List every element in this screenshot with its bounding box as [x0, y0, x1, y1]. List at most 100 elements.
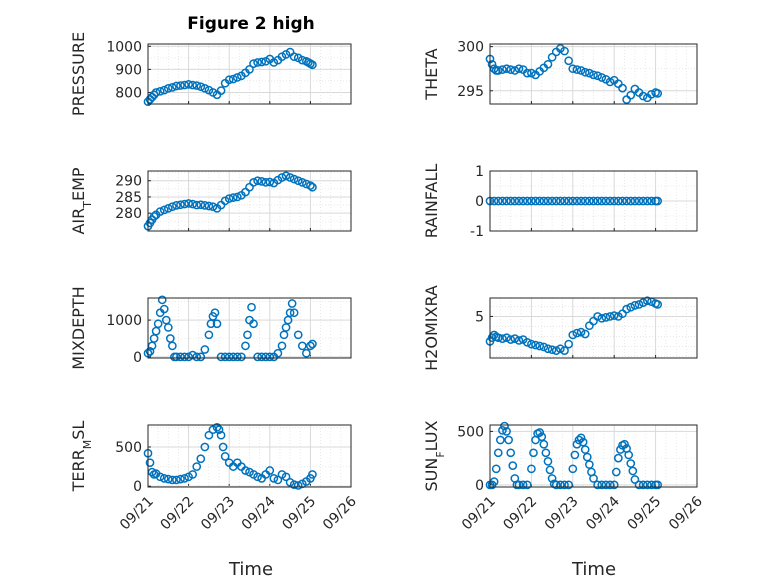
data-point [510, 66, 520, 75]
data-point [210, 308, 220, 318]
y-tick-label: 900 [115, 62, 142, 78]
data-point [514, 196, 524, 206]
data-point [200, 345, 210, 354]
data-point [493, 196, 503, 206]
data-point [176, 81, 185, 90]
data-point [180, 199, 189, 209]
data-point [184, 80, 193, 89]
axes-frame [489, 43, 698, 105]
data-point [605, 480, 615, 490]
data-point [605, 77, 615, 87]
data-point [487, 59, 497, 69]
data-point [289, 52, 299, 62]
data-point [539, 196, 549, 206]
data-point [216, 352, 226, 362]
data-point [576, 433, 586, 443]
data-point [224, 352, 234, 362]
data-point [176, 474, 185, 484]
data-point [527, 464, 536, 474]
data-point [613, 196, 623, 206]
data-point [500, 421, 509, 431]
data-point [159, 304, 169, 314]
axes-frame [147, 170, 352, 232]
data-point [308, 339, 317, 349]
data-point [297, 178, 307, 187]
data-point [496, 435, 505, 445]
data-point [543, 456, 553, 466]
data-point [245, 65, 254, 74]
data-point [253, 176, 262, 186]
axes-frame [147, 43, 352, 105]
data-point [541, 448, 551, 458]
x-tick-label: 09/23 [542, 494, 582, 534]
y-axis-label: H2OMIXRA [422, 285, 441, 371]
data-point [176, 200, 185, 210]
data-point [273, 475, 283, 485]
y-tick-label: 295 [457, 84, 484, 100]
data-point [611, 467, 621, 477]
data-point [285, 173, 295, 182]
data-point [184, 199, 193, 208]
data-point [200, 442, 210, 452]
axes-terr-msl: 09/21 09/22 09/23 09/24 09/25 09/26 0 500 TERRMS… [69, 421, 360, 534]
y-tick-label: 5 [475, 309, 484, 325]
data-point [257, 177, 267, 186]
data-point [556, 196, 565, 206]
data-point [564, 196, 574, 206]
data-point [306, 341, 315, 351]
data-point [613, 453, 623, 463]
data-point [568, 196, 578, 206]
data-point [653, 89, 663, 98]
data-point [188, 80, 198, 90]
data-point [551, 480, 561, 490]
data-point [172, 475, 181, 485]
data-point [184, 352, 193, 362]
data-point [647, 480, 656, 490]
data-point [192, 352, 202, 362]
data-point [308, 60, 317, 70]
data-point [560, 46, 569, 56]
data-point [560, 480, 569, 490]
data-point [580, 196, 590, 206]
data-point [293, 330, 303, 340]
data-point [522, 337, 532, 347]
data-point [502, 196, 511, 206]
data-point [489, 477, 499, 487]
y-tick-label: 0 [475, 478, 484, 494]
data-point [176, 352, 185, 362]
data-point [247, 302, 256, 312]
x-tick-label: 09/26 [666, 493, 706, 533]
data-point [504, 435, 513, 445]
x-tick-label: 09/21 [459, 494, 499, 534]
data-point [285, 308, 295, 318]
data-point [502, 64, 511, 74]
x-tick-label: 09/24 [239, 493, 279, 533]
figure-title: Figure 2 high [187, 14, 315, 34]
data-point [564, 339, 574, 349]
data-point [564, 480, 574, 490]
x-tick-label: 09/22 [158, 494, 198, 534]
data-point [489, 196, 499, 206]
data-point [204, 330, 214, 340]
data-point [628, 466, 638, 476]
data-point [163, 83, 173, 93]
data-point [618, 196, 627, 206]
data-point [172, 201, 181, 210]
data-point [498, 65, 507, 74]
data-point [589, 70, 598, 80]
data-point [293, 176, 303, 186]
data-point [572, 196, 582, 206]
y-tick-label: 500 [115, 440, 142, 456]
data-point [145, 458, 155, 468]
x-axis-label-right: Time [571, 559, 616, 580]
data-point [502, 333, 511, 343]
data-point [572, 65, 582, 74]
data-point [257, 352, 267, 362]
axes-frame [147, 297, 352, 359]
x-tick-label: 09/23 [198, 494, 238, 534]
data-point [568, 330, 578, 340]
data-point [196, 352, 206, 362]
data-point [196, 200, 206, 210]
data-point [601, 196, 611, 206]
